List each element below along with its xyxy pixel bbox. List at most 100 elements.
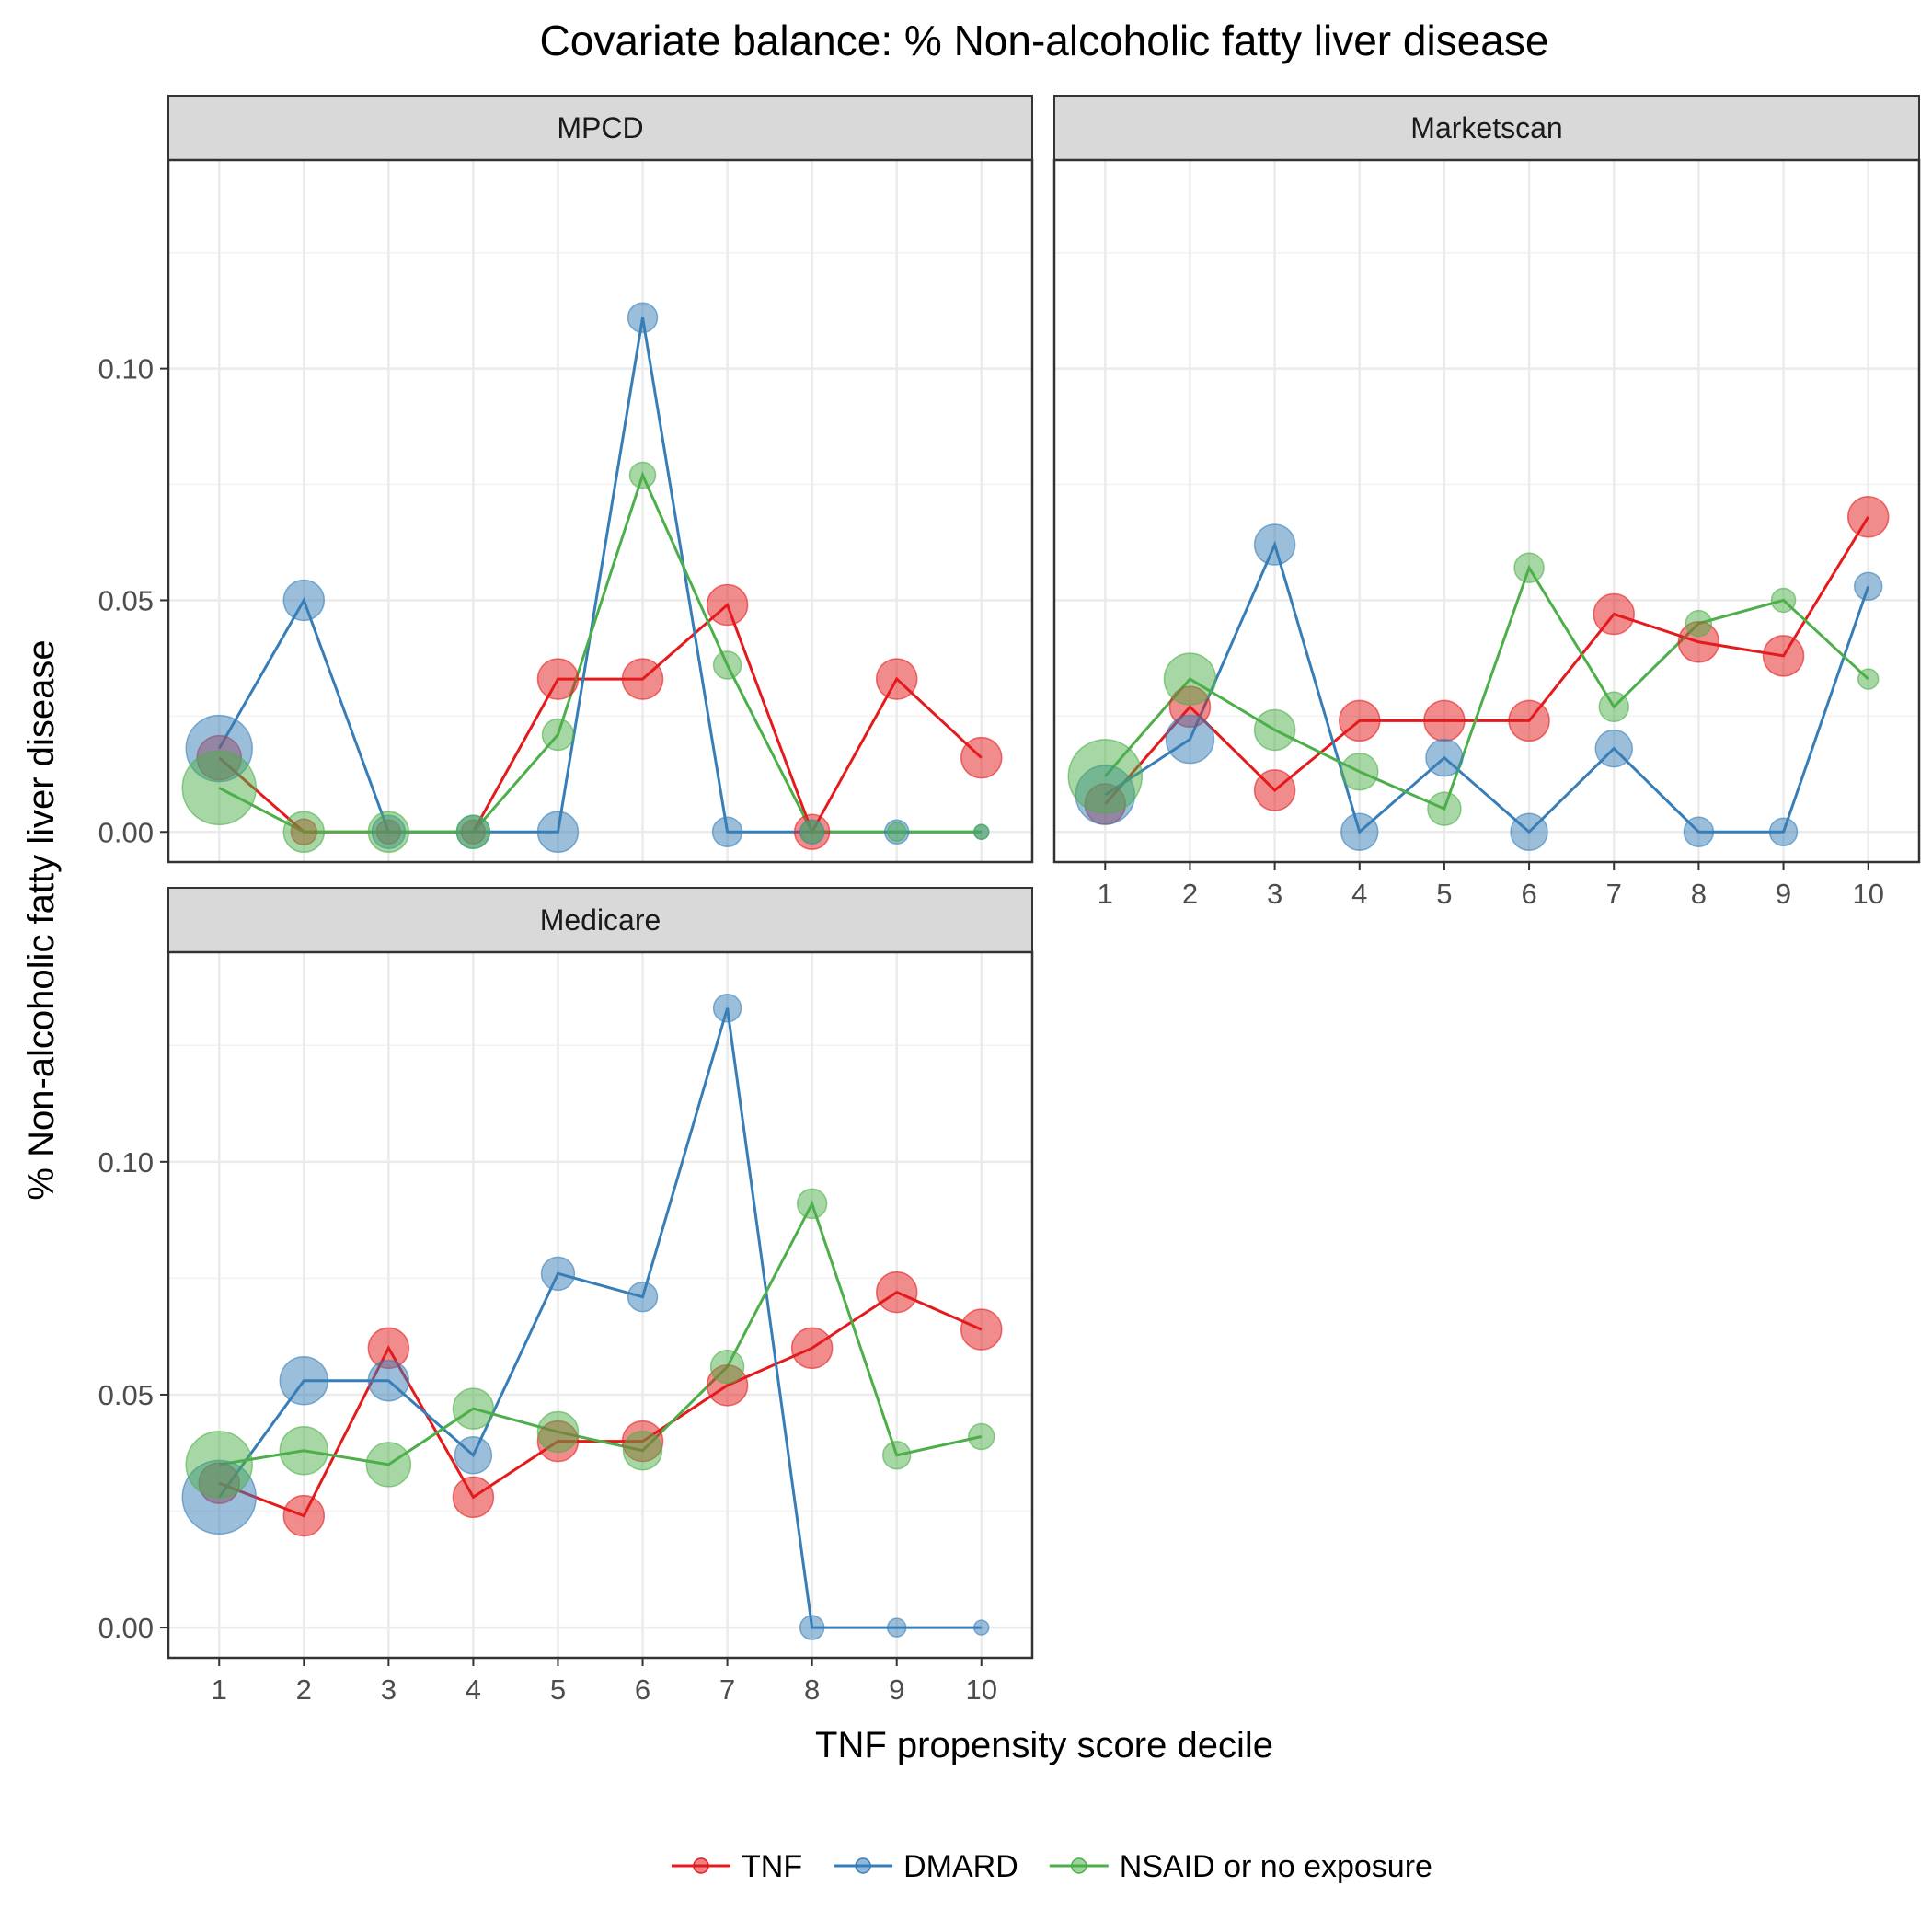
panel-strip-label: Marketscan xyxy=(1410,111,1562,144)
data-point-tnf xyxy=(875,1271,918,1314)
y-tick-label: 0.00 xyxy=(98,816,154,848)
data-point-nsaid-or-no-exposure xyxy=(455,814,491,850)
data-point-tnf xyxy=(1593,592,1635,636)
data-point-dmard xyxy=(367,1360,410,1402)
data-point-dmard xyxy=(536,811,580,854)
data-point-dmard xyxy=(1594,729,1633,768)
data-point-tnf xyxy=(1508,699,1550,742)
data-point-nsaid-or-no-exposure xyxy=(282,811,326,854)
data-point-nsaid-or-no-exposure xyxy=(1598,691,1629,723)
data-point-nsaid-or-no-exposure xyxy=(185,1431,253,1499)
data-point-nsaid-or-no-exposure xyxy=(628,461,657,489)
x-tick-label: 6 xyxy=(1521,878,1536,910)
data-point-dmard xyxy=(627,302,659,333)
data-point-nsaid-or-no-exposure xyxy=(1340,753,1379,791)
data-point-nsaid-or-no-exposure xyxy=(536,1410,580,1454)
series-line-dmard xyxy=(1104,540,1870,834)
y-axis-title: % Non-alcoholic fatty liver disease xyxy=(21,639,62,1200)
legend: TNF DMARD NSAID or no exposure xyxy=(672,1849,1432,1884)
data-point-dmard xyxy=(1683,816,1715,848)
x-tick-label: 5 xyxy=(1436,878,1452,910)
series-line-tnf xyxy=(1104,516,1869,806)
data-point-nsaid-or-no-exposure xyxy=(279,1425,329,1476)
x-tick-label: 8 xyxy=(804,1673,820,1706)
panel-strip xyxy=(167,887,1033,953)
data-point-nsaid-or-no-exposure xyxy=(541,718,575,752)
data-point-nsaid-or-no-exposure xyxy=(886,822,907,843)
data-point-nsaid-or-no-exposure xyxy=(973,823,990,841)
x-tick-label: 4 xyxy=(1351,878,1367,910)
data-point-tnf xyxy=(536,658,580,700)
legend-label-tnf: TNF xyxy=(742,1849,802,1884)
x-tick-label: 2 xyxy=(296,1673,312,1706)
panel-mpcd: MPCD 0.00 0.05 0.10 xyxy=(98,95,1034,864)
data-point-tnf xyxy=(875,658,918,700)
data-point-tnf xyxy=(1253,769,1296,811)
data-point-nsaid-or-no-exposure xyxy=(452,1387,495,1430)
data-point-dmard xyxy=(886,1617,907,1638)
data-point-dmard xyxy=(711,816,743,848)
data-point-nsaid-or-no-exposure xyxy=(1253,708,1296,752)
data-point-dmard xyxy=(1340,812,1379,852)
data-point-dmard xyxy=(454,1436,493,1475)
data-point-dmard xyxy=(1425,738,1464,777)
data-point-nsaid-or-no-exposure xyxy=(1067,739,1144,814)
data-point-tnf xyxy=(790,1327,834,1370)
data-point-tnf xyxy=(1339,699,1381,742)
panel-strip xyxy=(1053,95,1920,161)
data-point-dmard xyxy=(1768,817,1799,847)
x-tick-label: 9 xyxy=(1776,878,1791,910)
y-tick-label: 0.05 xyxy=(98,1379,154,1411)
data-point-dmard xyxy=(540,1256,576,1292)
x-axis-title: TNF propensity score decile xyxy=(815,1725,1273,1765)
data-point-dmard xyxy=(1165,714,1215,765)
data-point-tnf xyxy=(621,658,664,700)
legend-key-point-dmard xyxy=(855,1857,871,1874)
x-tick-label: 7 xyxy=(719,1673,735,1706)
data-point-nsaid-or-no-exposure xyxy=(365,1442,412,1488)
panel-border xyxy=(1052,158,1921,864)
x-tick-label: 8 xyxy=(1691,878,1707,910)
data-point-dmard xyxy=(627,1281,659,1313)
y-tick-label: 0.05 xyxy=(98,584,154,616)
data-point-tnf xyxy=(960,1308,1003,1351)
series-line-dmard xyxy=(218,1007,982,1629)
data-point-nsaid-or-no-exposure xyxy=(1513,552,1545,583)
panel-medicare: Medicare 0.00 0.05 0.10 1 2 3 4 5 6 7 8 9 10 xyxy=(98,887,1034,1706)
y-tick-label: 0.10 xyxy=(98,1146,154,1179)
data-point-dmard xyxy=(282,579,326,622)
data-point-nsaid-or-no-exposure xyxy=(712,650,742,680)
series-line-nsaid-or-no-exposure xyxy=(218,471,982,834)
data-point-nsaid-or-no-exposure xyxy=(1685,609,1713,638)
panel-strip xyxy=(167,95,1033,161)
panel-border xyxy=(167,950,1034,1660)
data-point-nsaid-or-no-exposure xyxy=(367,811,410,854)
x-tick-label: 4 xyxy=(466,1673,481,1706)
data-point-nsaid-or-no-exposure xyxy=(799,820,824,845)
legend-key-point-nsaid-or-no-exposure xyxy=(1071,1857,1087,1874)
legend-label-dmard: DMARD xyxy=(903,1849,1018,1884)
data-point-tnf xyxy=(1762,635,1805,677)
chart-title: Covariate balance: % Non-alcoholic fatty… xyxy=(540,17,1549,64)
data-point-nsaid-or-no-exposure xyxy=(622,1430,663,1471)
data-point-tnf xyxy=(960,736,1003,779)
x-tick-label: 1 xyxy=(1098,878,1113,910)
data-point-tnf xyxy=(452,1476,495,1519)
x-tick-label: 5 xyxy=(550,1673,566,1706)
x-tick-label: 3 xyxy=(1267,878,1282,910)
plot-background xyxy=(168,160,1032,862)
data-point-tnf xyxy=(282,1494,326,1537)
data-point-nsaid-or-no-exposure xyxy=(1770,587,1797,614)
data-point-dmard xyxy=(712,994,742,1023)
data-point-tnf xyxy=(706,583,749,627)
y-tick-label: 0.00 xyxy=(98,1612,154,1644)
x-tick-label: 9 xyxy=(889,1673,904,1706)
x-tick-label: 2 xyxy=(1182,878,1198,910)
panel-border xyxy=(167,158,1034,864)
data-point-nsaid-or-no-exposure xyxy=(881,1441,912,1470)
data-point-nsaid-or-no-exposure xyxy=(1857,668,1880,690)
data-point-nsaid-or-no-exposure xyxy=(968,1422,995,1451)
data-point-tnf xyxy=(1423,699,1466,742)
data-point-dmard xyxy=(1510,812,1548,852)
data-point-dmard xyxy=(279,1356,329,1406)
